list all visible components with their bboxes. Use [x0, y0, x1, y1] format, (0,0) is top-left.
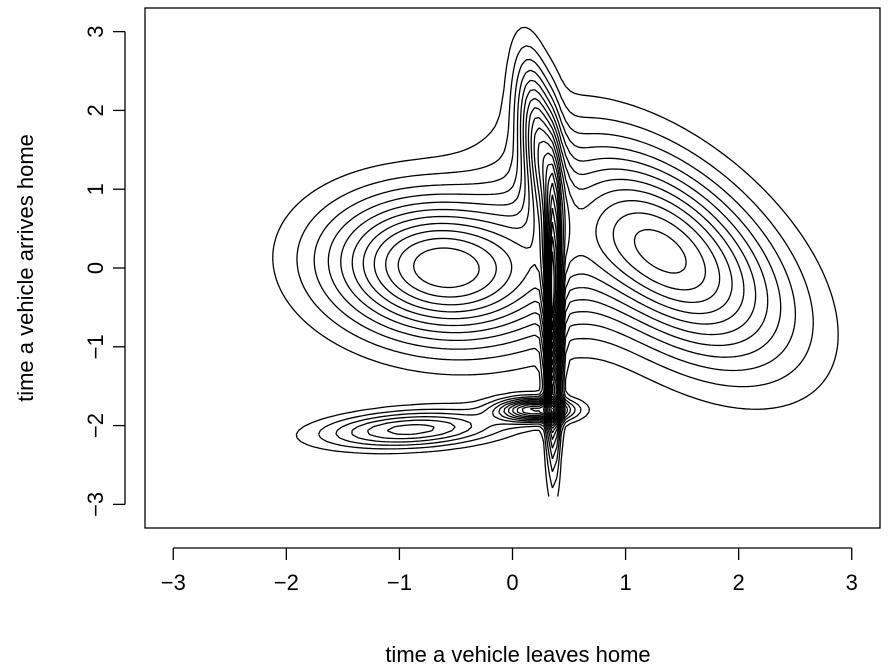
x-tick-label: 1	[619, 570, 631, 595]
x-axis-label: time a vehicle leaves home	[385, 642, 650, 667]
contour-level-19	[550, 236, 557, 330]
contour-level-7	[362, 97, 745, 434]
contour-lines	[272, 26, 839, 497]
y-axis: −3 −2 −1 0 1 2 3	[83, 26, 126, 517]
y-tick-label: −1	[83, 334, 108, 359]
plot-frame	[144, 7, 881, 529]
x-tick-label: 2	[733, 570, 745, 595]
contour-level-8	[373, 106, 733, 429]
contour-level-2	[296, 45, 814, 489]
x-tick-label: −1	[387, 570, 412, 595]
contour-level-18	[549, 222, 558, 410]
y-tick-label: 1	[83, 183, 108, 195]
contour-level-3	[313, 58, 797, 472]
y-tick-label: −3	[83, 492, 108, 517]
y-tick-label: −2	[83, 413, 108, 438]
x-tick-label: −2	[274, 570, 299, 595]
contour-level-10	[397, 127, 707, 424]
contour-level-11	[412, 140, 687, 423]
y-axis-label: time a vehicle arrives home	[13, 134, 38, 402]
y-tick-label: 2	[83, 104, 108, 116]
y-tick-label: 0	[83, 262, 108, 274]
x-tick-label: 3	[846, 570, 858, 595]
x-tick-label: −3	[161, 570, 186, 595]
contour-level-9	[385, 117, 721, 427]
y-tick-label: 3	[83, 26, 108, 38]
x-axis: −3 −2 −1 0 1 2 3	[161, 547, 858, 595]
contour-level-1	[272, 26, 839, 497]
contour-level-4	[327, 69, 782, 460]
x-tick-label: 0	[506, 570, 518, 595]
contour-level-6	[351, 89, 757, 440]
contour-level-20	[550, 251, 555, 319]
contour-level-5	[340, 79, 769, 449]
contour-level-12	[542, 152, 563, 421]
